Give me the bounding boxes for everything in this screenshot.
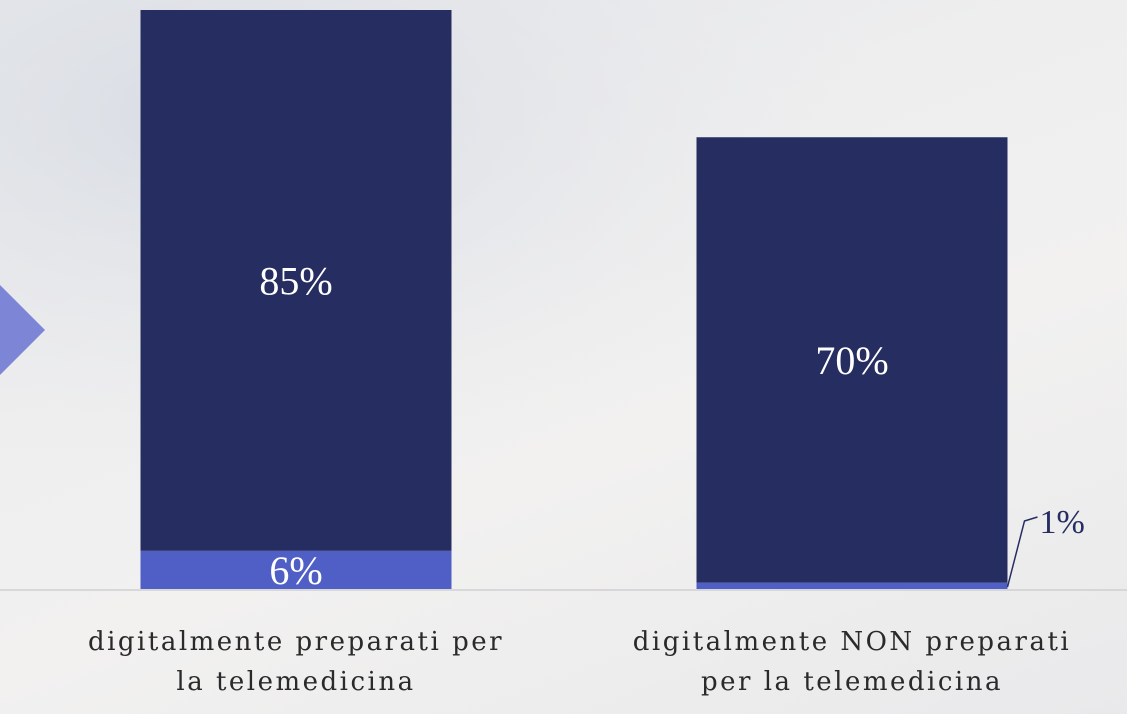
bar-segment bbox=[697, 583, 1008, 589]
chart: 6% 85% 1% 70% bbox=[0, 0, 1127, 714]
data-label: 70% bbox=[815, 338, 888, 383]
data-label: 85% bbox=[259, 258, 332, 303]
data-label: 1% bbox=[1040, 504, 1085, 541]
x-tick-label: digitalmente NON preparati per la teleme… bbox=[633, 622, 1071, 702]
page: 6%85%1%70% (() => { const data = JSON.pa… bbox=[0, 0, 1127, 714]
x-tick-label: digitalmente preparati per la telemedici… bbox=[88, 622, 504, 702]
data-label: 6% bbox=[269, 548, 322, 593]
